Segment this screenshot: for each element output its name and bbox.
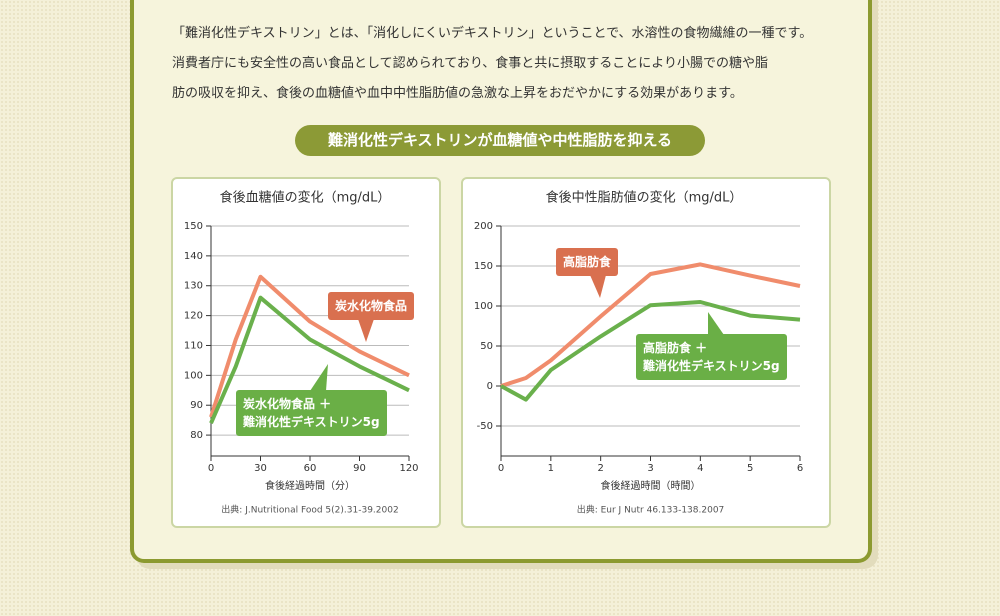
series-label: 高脂肪食 ＋ 難消化性デキストリン5g xyxy=(636,334,787,380)
x-tick-label: 30 xyxy=(254,463,267,474)
series-label: 高脂肪食 xyxy=(556,248,619,276)
callout-pointer xyxy=(590,275,606,298)
x-tick-label: 3 xyxy=(647,463,653,474)
y-tick-label: 130 xyxy=(184,281,203,292)
x-tick-label: 0 xyxy=(498,463,504,474)
series-label: 炭水化物食品 xyxy=(328,292,415,320)
callout-pointer xyxy=(708,312,724,335)
source: 出典: Eur J Nutr 46.133-138.2007 xyxy=(577,504,725,516)
chart-title: 食後中性脂肪値の変化（mg/dL） xyxy=(546,190,743,206)
y-tick-label: 110 xyxy=(184,340,203,351)
x-tick-label: 120 xyxy=(399,463,418,474)
x-tick-label: 2 xyxy=(597,463,603,474)
series-line xyxy=(209,274,410,418)
x-tick-label: 6 xyxy=(797,463,803,474)
callout-pointer xyxy=(310,364,328,391)
x-tick-label: 0 xyxy=(208,463,214,474)
y-tick-label: 140 xyxy=(184,251,203,262)
series-label: 炭水化物食品 ＋ 難消化性デキストリン5g xyxy=(236,390,387,436)
y-tick-label: 100 xyxy=(184,370,203,381)
x-axis-label: 食後経過時間（時間） xyxy=(601,479,701,492)
intro-line: 消費者庁にも安全性の高い食品として認められており、食事と共に摂取することにより小… xyxy=(172,56,769,71)
source: 出典: J.Nutritional Food 5(2).31-39.2002 xyxy=(221,504,398,516)
series-line xyxy=(500,300,801,402)
x-tick-label: 1 xyxy=(548,463,554,474)
intro-line: 肪の吸収を抑え、食後の血糖値や血中中性脂肪値の急激な上昇をおだやかにする効果があ… xyxy=(172,86,743,101)
x-tick-label: 90 xyxy=(353,463,366,474)
y-tick-label: 50 xyxy=(480,341,493,352)
x-tick-label: 4 xyxy=(697,463,703,474)
x-axis-label: 食後経過時間（分） xyxy=(265,479,355,492)
y-tick-label: 0 xyxy=(487,381,493,392)
y-tick-label: 200 xyxy=(474,221,493,232)
intro-line: 「難消化性デキストリン」とは、「消化しにくいデキストリン」ということで、水溶性の… xyxy=(172,26,813,41)
y-tick-label: 90 xyxy=(190,400,203,411)
chart-box xyxy=(171,177,441,528)
y-tick-label: 150 xyxy=(184,221,203,232)
x-tick-label: 60 xyxy=(304,463,317,474)
y-tick-label: 100 xyxy=(474,301,493,312)
callout-pointer xyxy=(358,319,374,342)
y-tick-label: -50 xyxy=(477,421,493,432)
heading: 難消化性デキストリンが血糖値や中性脂肪を抑える xyxy=(295,125,705,156)
series-line xyxy=(500,262,801,388)
y-tick-label: 120 xyxy=(184,311,203,322)
series-line xyxy=(209,295,410,424)
y-tick-label: 80 xyxy=(190,430,203,441)
chart-title: 食後血糖値の変化（mg/dL） xyxy=(220,190,391,206)
x-tick-label: 5 xyxy=(747,463,753,474)
y-tick-label: 150 xyxy=(474,261,493,272)
